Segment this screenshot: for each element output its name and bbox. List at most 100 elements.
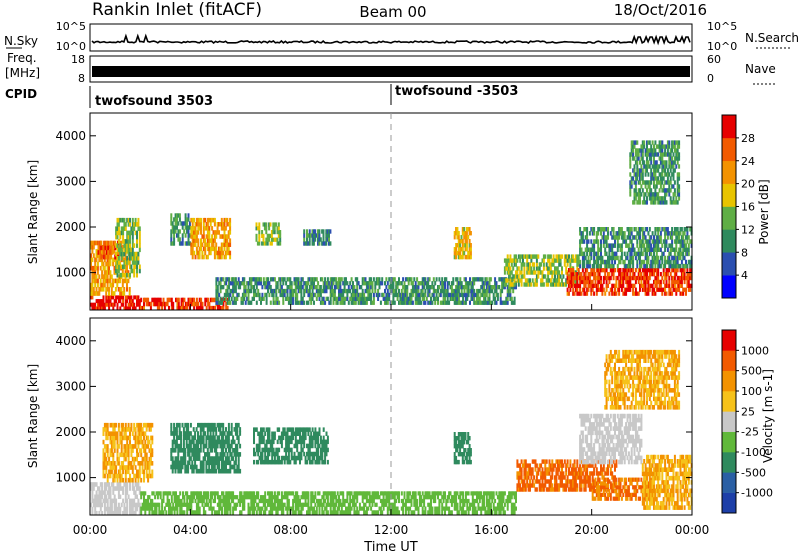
heatmap-cell (622, 291, 625, 296)
heatmap-cell (643, 140, 646, 145)
heatmap-cell (253, 285, 255, 290)
heatmap-cell (643, 272, 646, 277)
heatmap-cell (640, 164, 643, 169)
heatmap-cell (653, 259, 655, 265)
heatmap-cell (661, 164, 664, 169)
heatmap-cell (602, 239, 605, 244)
heatmap-cell (220, 464, 223, 470)
heatmap-cell (604, 275, 607, 281)
heatmap-cell (633, 156, 636, 161)
heatmap-cell (278, 435, 281, 441)
heatmap-cell (220, 448, 223, 453)
heatmap-cell (673, 192, 676, 197)
heatmap-cell (137, 469, 140, 475)
heatmap-cell (265, 292, 268, 298)
heatmap-cell (127, 222, 130, 227)
heatmap-cell (258, 296, 261, 301)
heatmap-cell (356, 296, 359, 301)
heatmap-cell (416, 296, 419, 301)
heatmap-cell (639, 263, 641, 269)
heatmap-cell (512, 274, 515, 279)
heatmap-cell (137, 226, 140, 231)
heatmap-cell (568, 268, 570, 273)
heatmap-cell (122, 452, 125, 458)
heatmap-cell (527, 254, 530, 259)
heatmap-cell (98, 245, 101, 251)
heatmap-cell (464, 247, 467, 252)
heatmap-cell (623, 259, 626, 265)
heatmap-cell (365, 288, 368, 294)
heatmap-cell (637, 200, 640, 205)
heatmap-cell (671, 291, 674, 296)
heatmap-cell (225, 301, 228, 307)
heatmap-cell (261, 285, 264, 290)
heatmap-cell (289, 285, 292, 290)
heatmap-cell (579, 243, 582, 248)
heatmap-cell (672, 184, 675, 189)
heatmap-cell (201, 427, 204, 432)
heatmap-cell (110, 498, 113, 504)
heatmap-cell (141, 439, 144, 445)
heatmap-cell (683, 231, 686, 236)
heatmap-cell (237, 460, 240, 466)
heatmap-cell (325, 439, 328, 445)
heatmap-cell (103, 465, 106, 470)
heatmap-cell (671, 156, 674, 161)
heatmap-cell (318, 233, 321, 238)
heatmap-cell (138, 302, 141, 307)
heatmap-cell (618, 227, 621, 232)
heatmap-cell (329, 281, 332, 286)
heatmap-cell (640, 272, 643, 277)
heatmap-cell (561, 254, 563, 259)
heatmap-cell (193, 230, 196, 235)
heatmap-cell (170, 464, 173, 470)
heatmap-cell (272, 459, 275, 465)
heatmap-cell (106, 299, 109, 304)
heatmap-cell (644, 272, 647, 277)
heatmap-cell (106, 444, 109, 449)
heatmap-cell (317, 455, 320, 461)
heatmap-cell (119, 234, 122, 240)
heatmap-cell (151, 469, 154, 475)
heatmap-cell (683, 227, 686, 232)
heatmap-cell (644, 172, 647, 177)
heatmap-cell (264, 447, 267, 453)
heatmap-cell (219, 456, 222, 461)
heatmap-cell (116, 456, 119, 462)
heatmap-cell (632, 243, 635, 248)
heatmap-cell (208, 226, 211, 231)
heatmap-cell (456, 227, 459, 232)
heatmap-cell (664, 227, 667, 232)
heatmap-cell (404, 285, 407, 290)
heatmap-cell (195, 250, 198, 256)
heatmap-cell (195, 452, 198, 457)
heatmap-cell (110, 291, 113, 296)
heatmap-cell (244, 292, 247, 298)
heatmap-cell (468, 250, 471, 256)
heatmap-cell (199, 464, 202, 470)
heatmap-cell (630, 152, 633, 157)
heatmap-cell (535, 254, 538, 259)
heatmap-cell (262, 233, 265, 238)
heatmap-cell (189, 448, 192, 453)
heatmap-cell (377, 277, 380, 282)
heatmap-cell (406, 296, 409, 301)
heatmap-cell (90, 486, 92, 491)
heatmap-cell (620, 247, 623, 252)
heatmap-cell (682, 251, 685, 257)
heatmap-cell (399, 296, 402, 301)
heatmap-cell (329, 285, 332, 290)
heatmap-cell (421, 292, 424, 298)
heatmap-cell (547, 266, 550, 271)
heatmap-cell (96, 265, 99, 271)
heatmap-cell (639, 227, 641, 232)
heatmap-cell (234, 468, 237, 474)
heatmap-cell (455, 300, 458, 305)
heatmap-cell (206, 452, 209, 457)
heatmap-cell (127, 448, 130, 453)
heatmap-cell (559, 274, 562, 279)
heatmap-cell (641, 156, 644, 161)
heatmap-cell (213, 427, 216, 432)
heatmap-cell (326, 237, 329, 242)
heatmap-cell (94, 302, 97, 307)
